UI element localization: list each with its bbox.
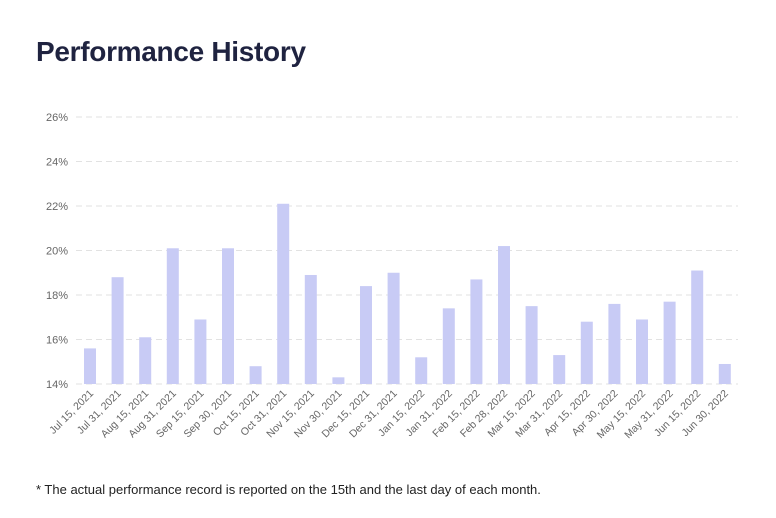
bar xyxy=(194,319,207,384)
bar xyxy=(277,203,290,384)
bar xyxy=(304,274,317,384)
y-tick-label: 24% xyxy=(46,157,68,169)
grid-layer xyxy=(76,116,738,385)
y-tick-label: 26% xyxy=(46,112,68,124)
bar xyxy=(249,366,262,384)
y-tick-label: 20% xyxy=(46,246,68,258)
bar xyxy=(111,277,124,384)
y-tick-label: 16% xyxy=(46,335,68,347)
bar xyxy=(387,272,400,384)
bar xyxy=(470,279,483,384)
bar xyxy=(525,306,538,384)
bar xyxy=(442,308,455,384)
bar xyxy=(553,355,566,384)
bar xyxy=(415,357,428,384)
y-tick-label: 22% xyxy=(46,201,68,213)
bar xyxy=(139,337,152,384)
y-tick-label: 14% xyxy=(46,379,68,391)
bar-layer xyxy=(84,203,731,384)
bar xyxy=(608,303,621,384)
bar xyxy=(498,246,510,384)
y-axis-labels: 14% 16% 18% 20% 22% 24% 26% xyxy=(46,112,68,391)
bar xyxy=(360,286,372,384)
bar xyxy=(84,348,96,384)
bar xyxy=(222,248,234,384)
y-tick-label: 18% xyxy=(46,290,68,302)
footnote: * The actual performance record is repor… xyxy=(36,482,541,497)
bar xyxy=(332,377,345,384)
bar xyxy=(166,248,179,384)
bar xyxy=(580,321,593,384)
bar xyxy=(718,363,731,384)
bar xyxy=(691,270,704,384)
bar xyxy=(636,319,648,384)
bar xyxy=(663,301,676,384)
page-title: Performance History xyxy=(36,36,306,67)
